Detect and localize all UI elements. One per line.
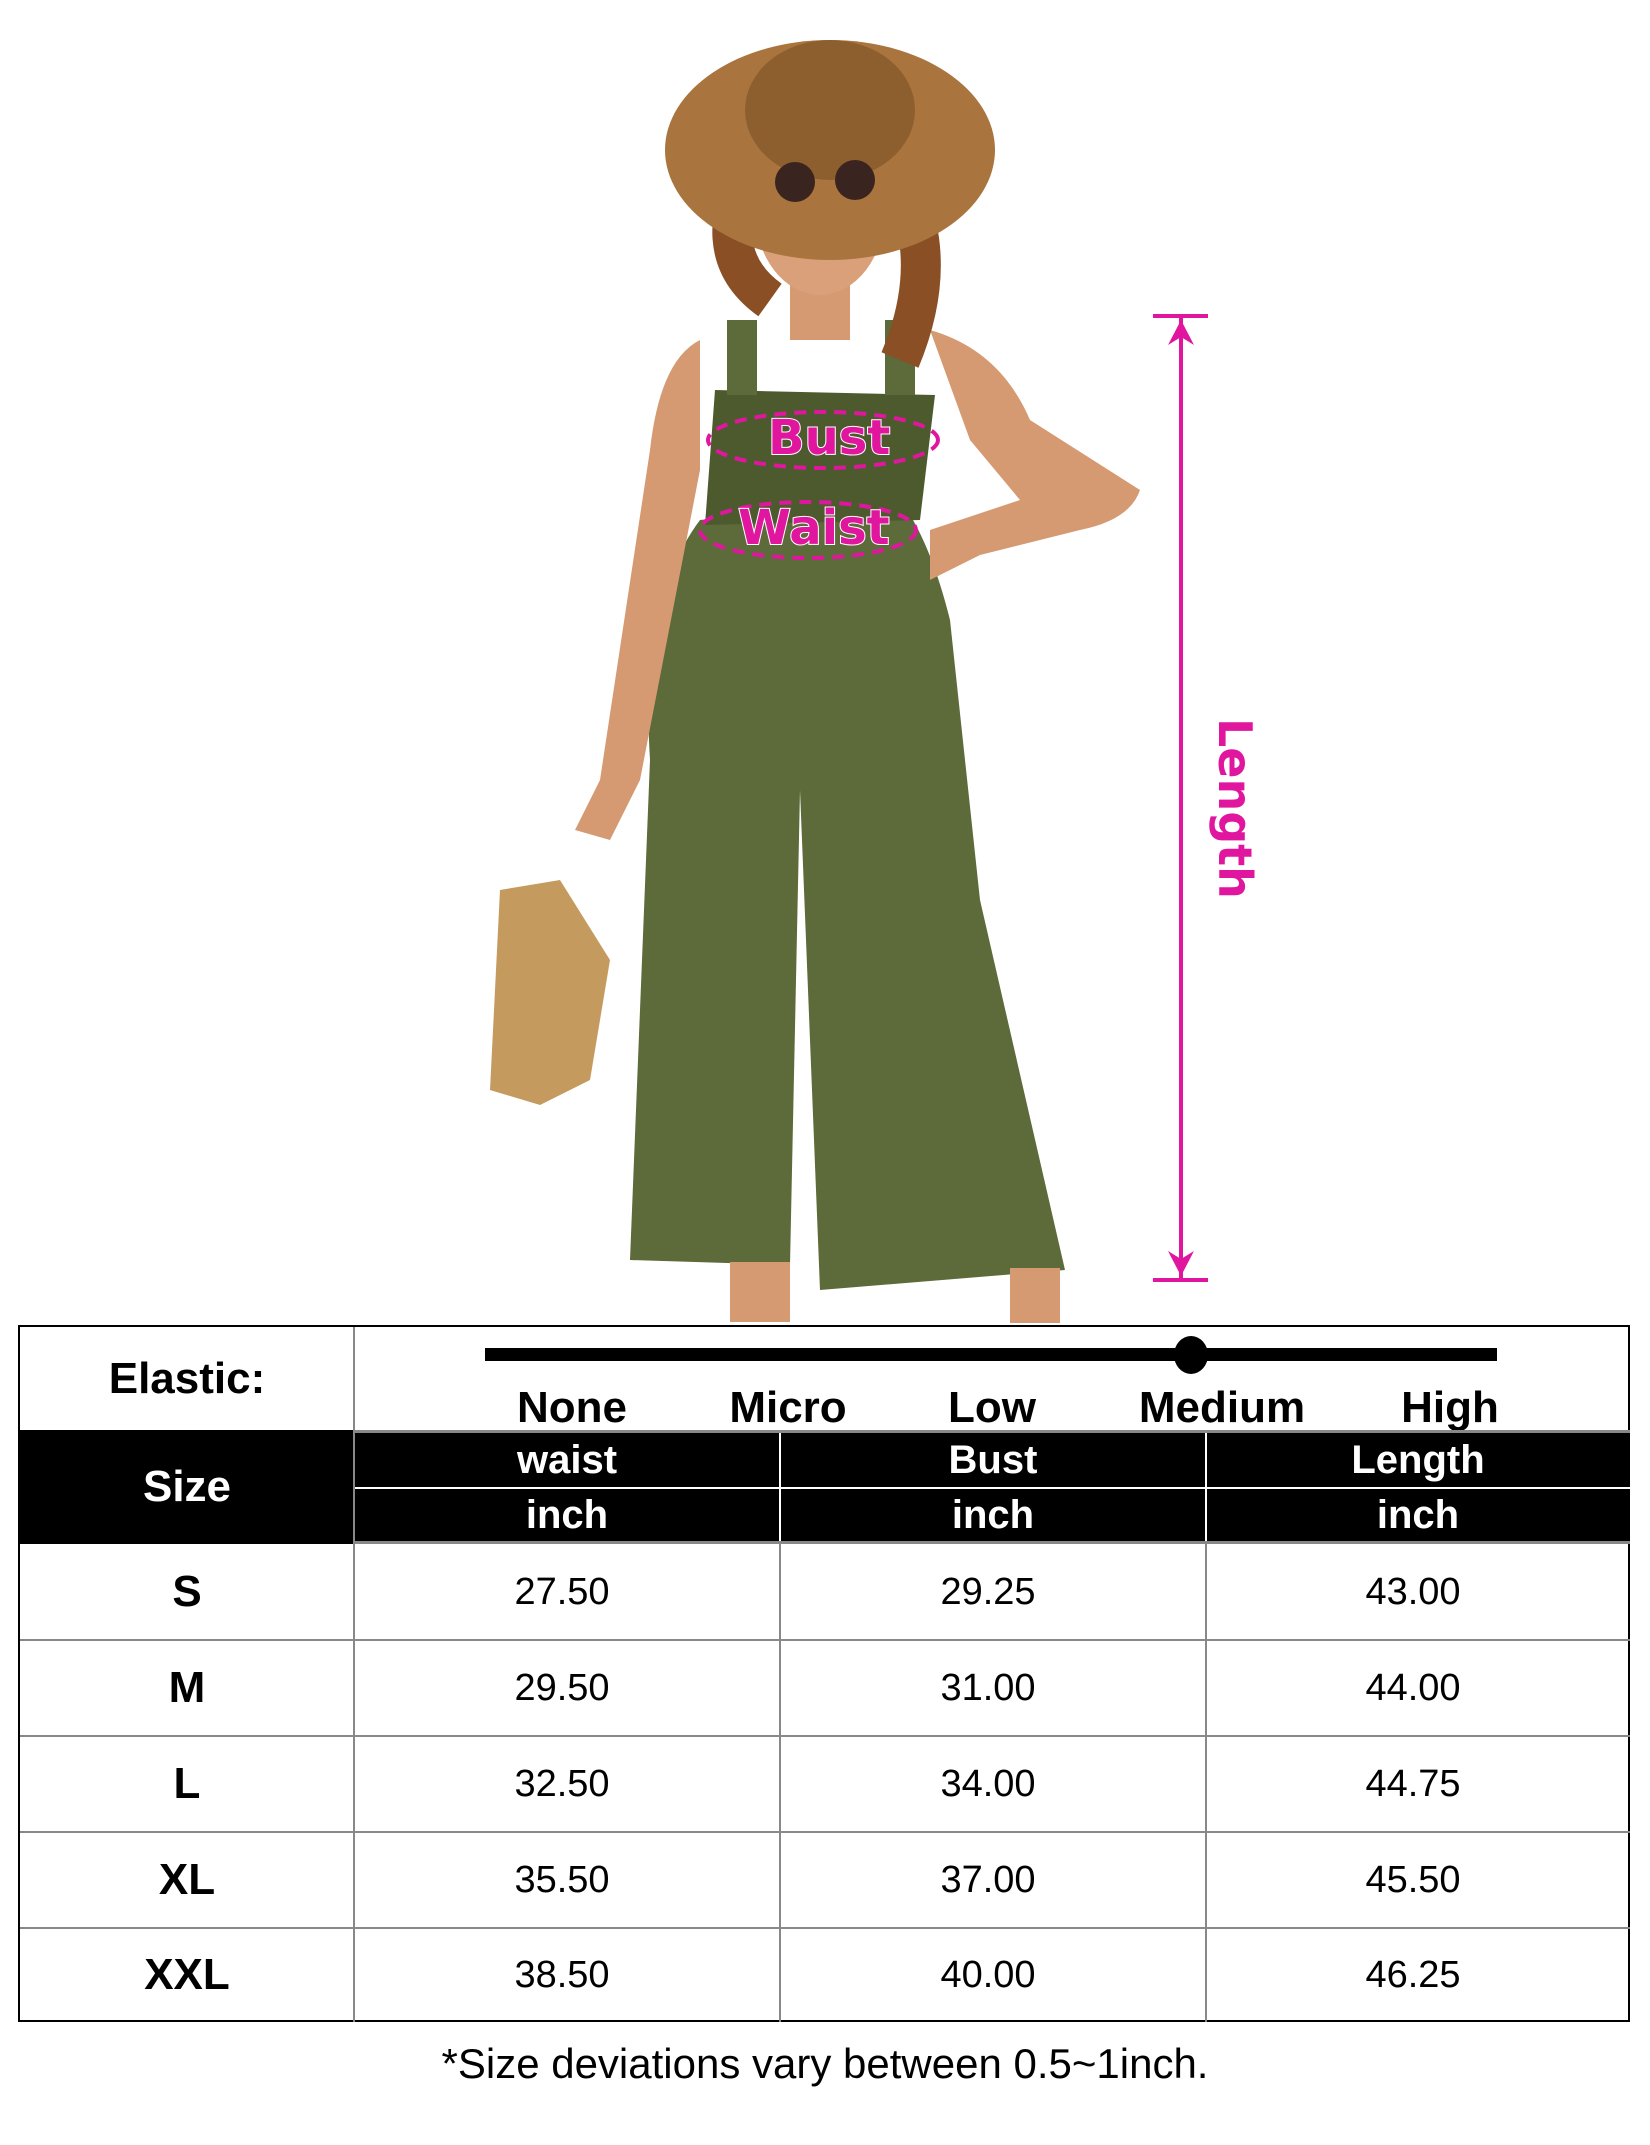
model-photo: Bust Waist Length bbox=[490, 40, 1263, 1323]
size-cell: S bbox=[172, 1567, 202, 1616]
elastic-level-high: High bbox=[1401, 1383, 1499, 1432]
bust-cell: 37.00 bbox=[940, 1858, 1036, 1901]
size-cell: XXL bbox=[144, 1950, 230, 1999]
size-cell: M bbox=[168, 1663, 206, 1712]
waist-label: Waist bbox=[737, 499, 891, 557]
length-header: Length bbox=[1206, 1433, 1630, 1487]
bust-cell: 34.00 bbox=[940, 1762, 1036, 1805]
table-row: S 27.50 29.25 43.00 bbox=[20, 1544, 1630, 1640]
elastic-scale: None Micro Low Medium High bbox=[354, 1327, 1630, 1432]
bust-label: Bust bbox=[767, 409, 891, 467]
waist-unit: inch bbox=[354, 1489, 780, 1541]
bust-header: Bust bbox=[780, 1433, 1206, 1487]
elastic-level-micro: Micro bbox=[729, 1383, 847, 1432]
bust-cell: 29.25 bbox=[940, 1570, 1036, 1613]
model-illustration bbox=[490, 40, 1208, 1323]
length-cell: 45.50 bbox=[1365, 1858, 1461, 1901]
size-header: Size bbox=[20, 1430, 354, 1544]
length-cell: 44.00 bbox=[1365, 1666, 1461, 1709]
table-row: L 32.50 34.00 44.75 bbox=[20, 1736, 1630, 1832]
elastic-scale-marker bbox=[1174, 1336, 1208, 1374]
bust-cell: 40.00 bbox=[940, 1953, 1036, 1996]
waist-cell: 29.50 bbox=[514, 1666, 610, 1709]
length-unit: inch bbox=[1206, 1489, 1630, 1541]
elastic-level-low: Low bbox=[948, 1383, 1036, 1432]
length-cell: 46.25 bbox=[1365, 1953, 1461, 1996]
length-label: Length bbox=[1207, 717, 1263, 900]
elastic-label: Elastic: bbox=[108, 1353, 266, 1403]
size-chart-table: Elastic: None Micro Low Medium High Size… bbox=[18, 1325, 1630, 2022]
elastic-level-none: None bbox=[517, 1383, 627, 1432]
bust-cell: 31.00 bbox=[940, 1666, 1036, 1709]
waist-header: waist bbox=[354, 1433, 780, 1487]
length-cell: 43.00 bbox=[1365, 1570, 1461, 1613]
size-cell: XL bbox=[158, 1855, 216, 1904]
waist-cell: 27.50 bbox=[514, 1570, 610, 1613]
waist-cell: 35.50 bbox=[514, 1858, 610, 1901]
waist-cell: 32.50 bbox=[514, 1762, 610, 1805]
elastic-level-medium: Medium bbox=[1138, 1383, 1306, 1432]
elastic-scale-bar bbox=[485, 1348, 1497, 1361]
length-arrow bbox=[1153, 314, 1208, 1282]
length-cell: 44.75 bbox=[1365, 1762, 1461, 1805]
table-row: M 29.50 31.00 44.00 bbox=[20, 1640, 1630, 1736]
bust-unit: inch bbox=[780, 1489, 1206, 1541]
table-row: XL 35.50 37.00 45.50 bbox=[20, 1832, 1630, 1928]
table-row: XXL 38.50 40.00 46.25 bbox=[20, 1928, 1630, 2022]
footnote: *Size deviations vary between 0.5~1inch. bbox=[441, 2040, 1209, 2087]
size-cell: L bbox=[173, 1759, 201, 1808]
waist-cell: 38.50 bbox=[514, 1953, 610, 1996]
